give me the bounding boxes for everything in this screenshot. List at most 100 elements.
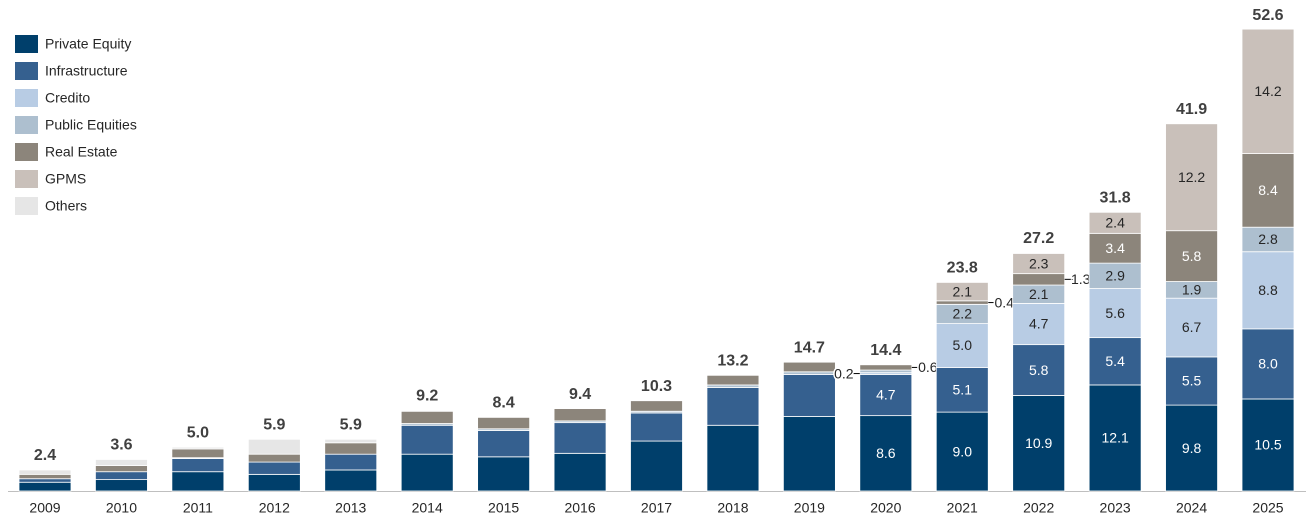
bar-segment: [95, 479, 148, 492]
bar-segment: [782, 361, 836, 373]
bar-segment: [1088, 232, 1142, 264]
legend-label: Public Equities: [45, 117, 137, 133]
value-label: 2.9: [1105, 268, 1125, 284]
value-label: 1.3: [1071, 271, 1091, 287]
value-label: 3.4: [1105, 240, 1125, 256]
value-label: 9.0: [953, 443, 973, 459]
bar-segment: [553, 452, 607, 492]
bar-segment: [324, 442, 378, 455]
x-tick-label: 2010: [106, 500, 137, 516]
bar-segment: [1241, 153, 1295, 228]
total-label: 9.2: [416, 388, 438, 405]
total-label: 3.6: [110, 437, 132, 454]
bar-segment: [400, 453, 454, 492]
legend-label: Private Equity: [45, 36, 131, 52]
value-label: 2.2: [953, 306, 973, 322]
value-label: 5.5: [1182, 373, 1202, 389]
bar-segment: [171, 448, 225, 459]
bar-segment: [859, 415, 913, 492]
total-label: 14.7: [794, 339, 825, 356]
bar-segment: [1088, 384, 1142, 492]
value-label: 8.0: [1258, 356, 1278, 372]
value-label: 1.9: [1182, 282, 1202, 298]
x-tick-label: 2011: [183, 500, 213, 516]
x-tick-label: 2020: [870, 500, 901, 516]
x-tick-label: 2015: [488, 500, 519, 516]
x-tick-label: 2009: [29, 500, 60, 516]
value-label: 5.8: [1029, 362, 1049, 378]
bar-segment: [324, 469, 378, 492]
value-label: 5.4: [1105, 353, 1125, 369]
legend-swatch: [15, 170, 38, 188]
bar-segment: [18, 481, 72, 492]
total-label: 8.4: [493, 395, 515, 412]
value-label: 8.6: [876, 445, 896, 461]
bar-segment: [1241, 226, 1295, 253]
bar-segment: [324, 438, 378, 444]
legend-label: GPMS: [45, 171, 86, 187]
bar-segment: [782, 416, 836, 492]
bar-segment: [706, 387, 760, 426]
total-label: 2.4: [34, 447, 56, 464]
legend-label: Real Estate: [45, 144, 118, 160]
bar-segment: [859, 364, 913, 371]
bar-segment: [630, 400, 683, 412]
bar-segment: [1165, 123, 1218, 232]
legend-swatch: [15, 143, 38, 161]
bar-segment: [324, 453, 378, 471]
total-label: 10.3: [641, 378, 672, 395]
bar-segment: [18, 478, 72, 483]
bar-segment: [1165, 230, 1218, 282]
bar-segment: [859, 374, 913, 417]
bar-segment: [1241, 28, 1295, 154]
bar-segment: [171, 458, 225, 473]
bar-segment: [247, 453, 301, 463]
value-label: 10.9: [1025, 435, 1052, 451]
bar-segment: [553, 422, 607, 454]
total-label: 23.8: [947, 260, 978, 277]
value-label: 5.8: [1182, 248, 1202, 264]
value-label: 0.2: [834, 365, 854, 381]
x-tick-label: 2012: [259, 500, 290, 516]
x-tick-label: 2021: [947, 500, 978, 516]
bar-segment: [706, 374, 760, 386]
bar-segment: [630, 440, 683, 492]
bar-segment: [95, 465, 148, 473]
total-label: 41.9: [1176, 101, 1207, 118]
bar-segment: [247, 461, 301, 475]
legend-label: Others: [45, 198, 87, 214]
value-label: 9.8: [1182, 440, 1202, 456]
total-label: 14.4: [870, 342, 901, 359]
bar-segment: [247, 473, 301, 492]
legend-swatch: [15, 35, 38, 53]
legend-swatch: [15, 89, 38, 107]
bar-segment: [1165, 297, 1218, 358]
bar-segment: [553, 408, 607, 422]
total-label: 27.2: [1023, 230, 1054, 247]
bar-segment: [1088, 211, 1142, 234]
bar-segment: [1088, 337, 1142, 386]
bar-segment: [477, 456, 531, 492]
total-label: 13.2: [717, 353, 748, 370]
bar-segment: [935, 282, 989, 302]
value-label: 4.7: [876, 387, 896, 403]
value-label: 14.2: [1254, 83, 1281, 99]
total-label: 9.4: [569, 386, 591, 403]
bar-segment: [1012, 344, 1066, 396]
x-tick-label: 2014: [412, 500, 443, 516]
x-tick-label: 2017: [641, 500, 672, 516]
value-label: 2.3: [1029, 255, 1049, 271]
x-tick-label: 2024: [1176, 500, 1207, 516]
bar-segment: [477, 416, 531, 430]
bar-segment: [935, 367, 989, 413]
value-label: 5.6: [1105, 305, 1125, 321]
value-label: 8.8: [1258, 282, 1278, 298]
x-tick-label: 2016: [564, 500, 595, 516]
bar-segment: [400, 409, 454, 412]
value-label: 4.7: [1029, 316, 1049, 332]
value-label: 6.7: [1182, 319, 1202, 335]
x-tick-label: 2018: [717, 500, 748, 516]
x-tick-label: 2022: [1023, 500, 1054, 516]
value-label: 0.6: [918, 359, 938, 375]
bar-segment: [1012, 273, 1066, 286]
